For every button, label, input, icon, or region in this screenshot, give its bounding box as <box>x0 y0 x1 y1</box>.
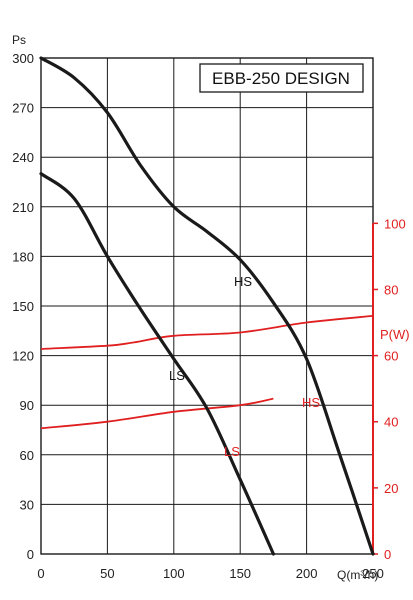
x-axis-title: Q(m³/h) <box>337 568 378 582</box>
y-tick-label: 240 <box>12 150 34 165</box>
y-tick-label: 0 <box>27 547 34 562</box>
chart-title: EBB-250 DESIGN <box>212 69 350 88</box>
grid <box>40 57 378 555</box>
x-tick-label: 0 <box>37 566 44 581</box>
x-tick-label: 200 <box>296 566 318 581</box>
y-axis-title: Ps <box>12 33 26 47</box>
tick-labels: 0 50 100 150 200 2500306090120150180210240270… <box>12 51 405 581</box>
y-tick-label: 300 <box>12 51 34 66</box>
y2-tick-label: 0 <box>384 547 391 562</box>
y2-axis-title: P(W) <box>380 327 410 342</box>
y-tick-label: 180 <box>12 249 34 264</box>
y-tick-label: 150 <box>12 299 34 314</box>
y-tick-label: 270 <box>12 101 34 116</box>
ls-power-label: LS <box>224 444 240 459</box>
x-tick-label: 150 <box>229 566 251 581</box>
y2-tick-label: 20 <box>384 481 398 496</box>
hs-power-label: HS <box>302 395 320 410</box>
y-tick-label: 210 <box>12 200 34 215</box>
pressure-curve-hs <box>39 56 375 556</box>
chart-title-box: EBB-250 DESIGN <box>199 63 364 93</box>
y2-tick-label: 60 <box>384 349 398 364</box>
y-tick-label: 60 <box>20 448 34 463</box>
x-tick-label: 50 <box>100 566 114 581</box>
y2-tick-label: 100 <box>384 216 406 231</box>
hs-pressure-label: HS <box>234 274 252 289</box>
y2-tick-label: 40 <box>384 415 398 430</box>
pressure-curve-ls <box>39 172 275 556</box>
y-tick-label: 30 <box>20 497 34 512</box>
power-curve-hs <box>40 315 374 350</box>
y-tick-label: 90 <box>20 398 34 413</box>
x-tick-label: 100 <box>163 566 185 581</box>
x-tick-label: 250 <box>362 566 384 581</box>
curves <box>39 56 375 556</box>
ls-pressure-label: LS <box>169 368 185 383</box>
y2-tick-label: 80 <box>384 282 398 297</box>
y-tick-label: 120 <box>12 349 34 364</box>
power-curve-ls <box>40 397 274 430</box>
